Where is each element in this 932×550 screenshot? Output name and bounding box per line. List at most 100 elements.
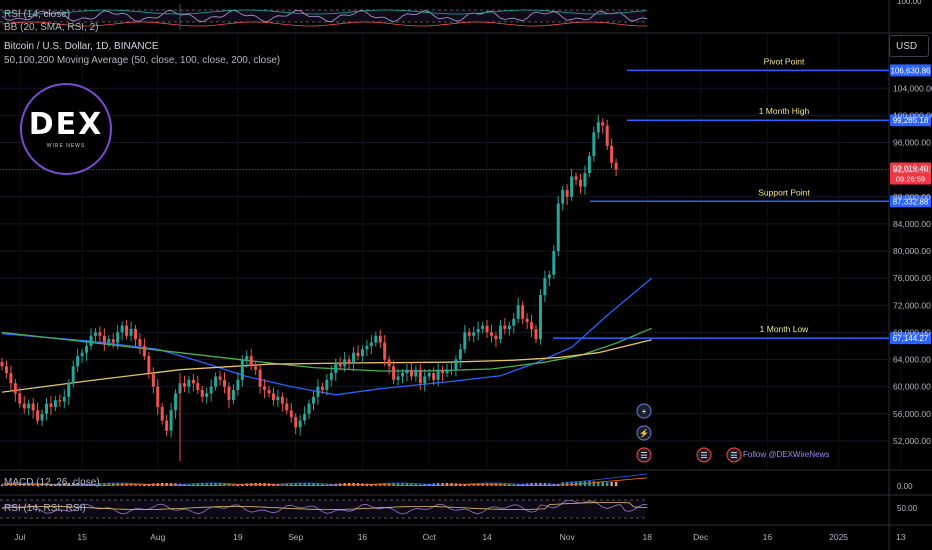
candle[interactable]: [423, 368, 427, 392]
candle[interactable]: [320, 382, 324, 395]
candle[interactable]: [409, 362, 413, 381]
candle[interactable]: [538, 289, 542, 345]
candle[interactable]: [516, 297, 520, 323]
candle[interactable]: [138, 333, 142, 355]
candle[interactable]: [196, 375, 200, 395]
us-flag-icon[interactable]: ☰: [696, 447, 712, 463]
candle[interactable]: [494, 331, 498, 348]
candle[interactable]: [583, 165, 587, 195]
candle[interactable]: [89, 328, 93, 351]
candle[interactable]: [151, 367, 155, 394]
candle[interactable]: [449, 362, 453, 376]
candle[interactable]: [187, 375, 191, 394]
candle[interactable]: [436, 362, 440, 387]
us-flag-icon[interactable]: ☰: [726, 447, 742, 463]
candle[interactable]: [240, 355, 244, 387]
candle[interactable]: [80, 348, 84, 363]
candle[interactable]: [587, 151, 591, 178]
candle[interactable]: [596, 114, 600, 140]
candle[interactable]: [45, 397, 48, 421]
candle[interactable]: [472, 326, 476, 343]
candle[interactable]: [392, 360, 396, 384]
candle[interactable]: [58, 394, 62, 407]
candle[interactable]: [142, 338, 146, 361]
candle[interactable]: [445, 363, 449, 378]
candle[interactable]: [490, 324, 493, 343]
candle[interactable]: [22, 396, 26, 414]
candle[interactable]: [592, 126, 596, 162]
candle[interactable]: [467, 328, 471, 342]
candle[interactable]: [387, 355, 391, 375]
candle[interactable]: [605, 119, 609, 150]
candle[interactable]: [498, 319, 502, 344]
candle[interactable]: [62, 389, 66, 409]
candle[interactable]: [418, 363, 422, 391]
candle[interactable]: [294, 413, 298, 435]
candle[interactable]: [116, 324, 120, 350]
candle[interactable]: [307, 399, 311, 420]
candle[interactable]: [129, 321, 133, 342]
candle[interactable]: [134, 324, 137, 346]
candle[interactable]: [236, 372, 240, 396]
candle[interactable]: [369, 335, 373, 355]
us-flag-icon[interactable]: ☰: [636, 447, 652, 463]
candle[interactable]: [552, 245, 556, 279]
candle[interactable]: [53, 396, 57, 412]
candle[interactable]: [512, 313, 516, 334]
currency-button[interactable]: USD: [889, 35, 929, 57]
candle[interactable]: [31, 397, 35, 419]
candle[interactable]: [285, 397, 289, 415]
candle[interactable]: [507, 321, 511, 336]
candle[interactable]: [156, 379, 160, 416]
candle[interactable]: [343, 352, 347, 372]
candle[interactable]: [147, 352, 151, 379]
candle[interactable]: [218, 370, 222, 386]
candle[interactable]: [191, 374, 195, 392]
candle[interactable]: [325, 374, 329, 396]
ma-legend[interactable]: 50,100,200 Moving Average (50, close, 10…: [4, 55, 281, 66]
candle[interactable]: [102, 328, 106, 351]
candle[interactable]: [254, 362, 258, 376]
candle[interactable]: [329, 365, 333, 387]
candle[interactable]: [316, 379, 320, 405]
candle[interactable]: [85, 340, 89, 361]
candle[interactable]: [276, 389, 280, 407]
candle[interactable]: [565, 184, 569, 205]
candle[interactable]: [534, 324, 538, 344]
lightning-icon[interactable]: ⚡: [636, 425, 652, 441]
candle[interactable]: [93, 328, 97, 342]
rsi-label[interactable]: RSI (14, RSI; RSI): [4, 503, 86, 514]
symbol-title[interactable]: Bitcoin / U.S. Dollar, 1D, BINANCE: [4, 41, 159, 52]
candle[interactable]: [263, 379, 267, 399]
candle[interactable]: [298, 414, 302, 436]
candle[interactable]: [427, 368, 431, 381]
candle[interactable]: [107, 335, 111, 347]
candle[interactable]: [463, 324, 467, 354]
candle[interactable]: [13, 379, 17, 402]
candle[interactable]: [356, 345, 360, 361]
candle[interactable]: [458, 343, 462, 368]
candle[interactable]: [360, 345, 364, 362]
candle[interactable]: [40, 409, 44, 426]
candle[interactable]: [556, 196, 560, 257]
candle[interactable]: [223, 372, 226, 394]
candle[interactable]: [200, 385, 204, 403]
candle[interactable]: [205, 387, 209, 404]
candle[interactable]: [561, 185, 565, 211]
candle[interactable]: [610, 138, 614, 169]
candle[interactable]: [614, 158, 618, 177]
plus-icon[interactable]: +: [636, 403, 652, 419]
candle[interactable]: [0, 357, 4, 371]
candle[interactable]: [503, 318, 507, 335]
candle[interactable]: [530, 314, 534, 338]
candle[interactable]: [4, 360, 8, 379]
candle[interactable]: [227, 382, 231, 409]
candle[interactable]: [267, 385, 271, 398]
candle[interactable]: [481, 321, 485, 334]
candle[interactable]: [365, 340, 369, 357]
candle[interactable]: [111, 333, 115, 348]
candle[interactable]: [454, 355, 458, 377]
candle[interactable]: [543, 270, 547, 302]
candle[interactable]: [601, 118, 605, 134]
